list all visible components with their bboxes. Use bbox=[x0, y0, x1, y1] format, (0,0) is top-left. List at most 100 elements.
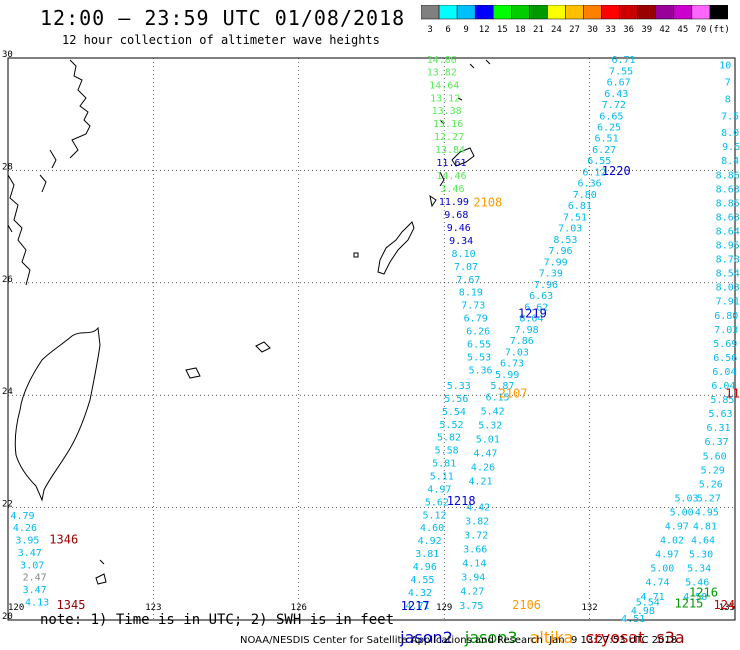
swh-value: 8.64 bbox=[716, 226, 740, 237]
legend-label: 21 bbox=[533, 25, 544, 35]
swh-value: 7.96 bbox=[534, 280, 558, 291]
swh-value: 6.26 bbox=[466, 327, 490, 338]
swh-value: 4.47 bbox=[473, 448, 497, 459]
swh-value: 5.58 bbox=[435, 446, 459, 457]
swh-value: 6.71 bbox=[611, 55, 635, 66]
pass-time-label: 1220 bbox=[602, 164, 631, 178]
swh-value: 9.68 bbox=[444, 210, 468, 221]
pass-time-label: 1217 bbox=[401, 599, 430, 613]
legend-label: 12 bbox=[479, 25, 490, 35]
grid-lines bbox=[7, 57, 736, 621]
sat-jason2: jason2 bbox=[400, 628, 453, 647]
swh-value: 4.26 bbox=[13, 523, 37, 534]
y-tick-label: 24 bbox=[2, 387, 13, 397]
x-tick-label: 129 bbox=[436, 603, 452, 613]
y-tick-label: 26 bbox=[2, 275, 13, 285]
satellite-legend: jason2 jason3 altika cryosat s3a bbox=[390, 609, 697, 647]
swh-value: 13.82 bbox=[427, 67, 457, 78]
swh-value: 8.63 bbox=[716, 184, 740, 195]
swh-value: 5.12 bbox=[422, 510, 446, 521]
legend-label: (ft) bbox=[708, 25, 728, 35]
swh-value: 14.46 bbox=[436, 171, 466, 182]
taiwan-coastline bbox=[14, 326, 101, 502]
swh-value: 11.61 bbox=[436, 158, 466, 169]
swh-value: 7.67 bbox=[456, 275, 480, 286]
yonaguni-ishigaki bbox=[185, 341, 271, 379]
footnote: note: 1) Time is in UTC; 2) SWH is in fe… bbox=[40, 612, 395, 628]
swh-value: 4.14 bbox=[462, 559, 486, 570]
swh-value: 3.47 bbox=[23, 585, 47, 596]
swh-value: 6.63 bbox=[529, 291, 553, 302]
swh-value: 3.94 bbox=[461, 573, 485, 584]
legend-label: 36 bbox=[623, 25, 634, 35]
swh-value: 5.00 bbox=[670, 507, 694, 518]
swh-value: 8.86 bbox=[716, 170, 740, 181]
swh-value: 8.19 bbox=[459, 288, 483, 299]
swh-value: 10 bbox=[719, 61, 731, 72]
pass-time-label: 2107 bbox=[499, 386, 528, 400]
swh-value: 4.64 bbox=[691, 536, 715, 547]
swh-value: 5.60 bbox=[703, 451, 727, 462]
sat-jason3: jason3 bbox=[464, 628, 518, 647]
swh-value: 8.54 bbox=[716, 269, 740, 280]
pass-time-label: 1218 bbox=[447, 494, 476, 508]
swh-value: 5.99 bbox=[495, 370, 519, 381]
swh-value: 6.56 bbox=[713, 353, 737, 364]
swh-value: 7.03 bbox=[505, 347, 529, 358]
swh-value: 2.47 bbox=[23, 573, 47, 584]
swh-value: 8.63 bbox=[716, 212, 740, 223]
swh-value: 8.95 bbox=[716, 241, 740, 252]
swh-value: 5.54 bbox=[636, 597, 660, 608]
swh-value: 3.72 bbox=[464, 531, 488, 542]
legend-label: 9 bbox=[463, 25, 468, 35]
legend-label: 70 bbox=[695, 25, 706, 35]
swh-value: 13.12 bbox=[430, 93, 460, 104]
swh-value: 5.01 bbox=[476, 434, 500, 445]
swh-value: 13.38 bbox=[432, 106, 462, 117]
legend-label: 33 bbox=[605, 25, 616, 35]
swh-value: 6.67 bbox=[607, 78, 631, 89]
swh-value: 5.34 bbox=[687, 564, 711, 575]
swh-value: 6.27 bbox=[592, 145, 616, 156]
swh-value: 13.16 bbox=[433, 119, 463, 130]
swh-value: 4.79 bbox=[10, 511, 34, 522]
legend-label: 24 bbox=[551, 25, 562, 35]
swh-value: 5.82 bbox=[437, 433, 461, 444]
x-tick-label: 123 bbox=[145, 603, 161, 613]
swh-value: 4.60 bbox=[420, 523, 444, 534]
swh-value: 6.80 bbox=[714, 311, 738, 322]
swh-value: 7.98 bbox=[515, 325, 539, 336]
zhejiang-islands bbox=[69, 59, 91, 159]
swh-value: 6.37 bbox=[705, 437, 729, 448]
swh-value: 5.85 bbox=[710, 395, 734, 406]
landmasses bbox=[7, 59, 491, 585]
pass-time-label: 11 bbox=[725, 386, 739, 400]
fujian-coast bbox=[7, 149, 57, 286]
swh-value: 6.62 bbox=[524, 302, 548, 313]
swh-value: 7.72 bbox=[602, 100, 626, 111]
swh-value: 5.69 bbox=[713, 339, 737, 350]
swh-value: 4.02 bbox=[660, 536, 684, 547]
sat-cryosat: cryosat bbox=[585, 628, 645, 647]
swh-value: 6.43 bbox=[604, 89, 628, 100]
swh-value: 8.85 bbox=[716, 198, 740, 209]
swh-value: 13.84 bbox=[435, 145, 465, 156]
swh-value: 4.55 bbox=[410, 575, 434, 586]
swh-value: 4.13 bbox=[25, 597, 49, 608]
swh-value: 4.71 bbox=[405, 601, 429, 612]
swh-value: 6.51 bbox=[595, 134, 619, 145]
swh-value: 8.03 bbox=[716, 283, 740, 294]
swh-value: 4.27 bbox=[460, 587, 484, 598]
swh-value: 7.03 bbox=[714, 325, 738, 336]
swh-value: 5.03 bbox=[674, 493, 698, 504]
pass-time-label: 124 bbox=[713, 598, 735, 612]
legend-label: 30 bbox=[587, 25, 598, 35]
pass-time-label: 2108 bbox=[473, 195, 502, 209]
swh-value: 9.46 bbox=[447, 223, 471, 234]
swh-value: 7.55 bbox=[609, 66, 633, 77]
swh-value: 5.42 bbox=[481, 406, 505, 417]
swh-value: 14.86 bbox=[427, 55, 457, 66]
swh-value: 11.99 bbox=[439, 197, 469, 208]
swh-value: 6.79 bbox=[464, 314, 488, 325]
